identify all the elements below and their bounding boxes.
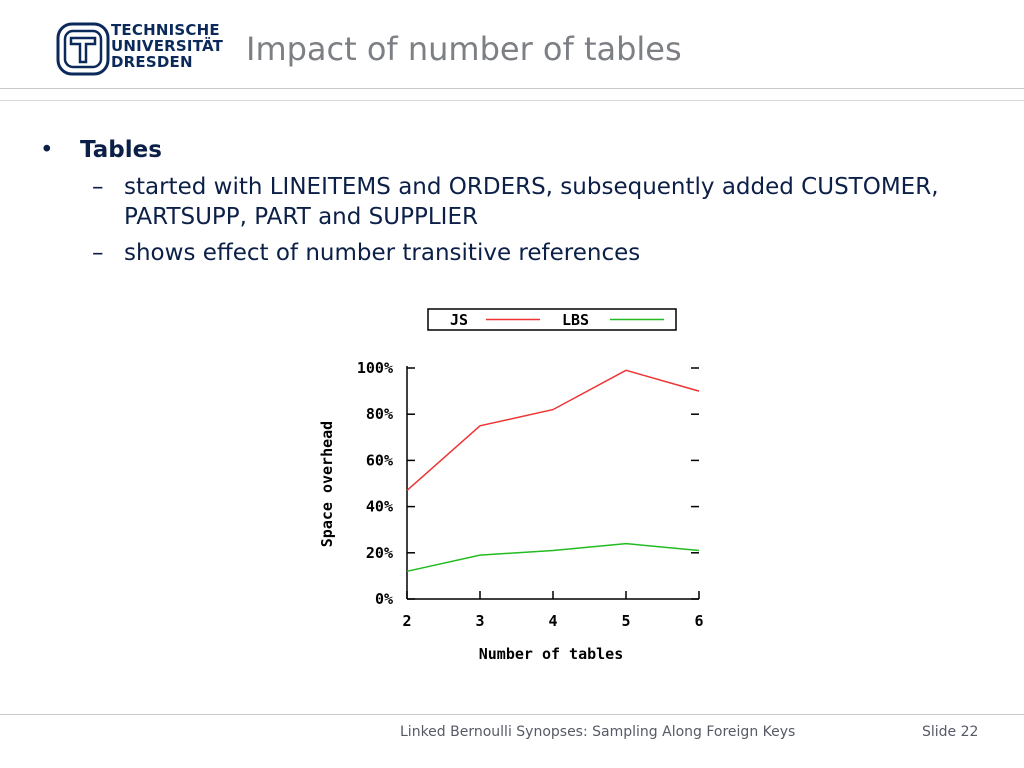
header-divider-secondary bbox=[0, 100, 1024, 101]
legend-label-lbs: LBS bbox=[562, 311, 589, 329]
sub-item-2: – shows effect of number transitive refe… bbox=[40, 238, 980, 268]
y-tick-label: 0% bbox=[375, 590, 393, 608]
slide-title: Impact of number of tables bbox=[246, 30, 682, 68]
x-tick-label: 4 bbox=[548, 612, 557, 630]
y-tick-label: 80% bbox=[366, 405, 393, 423]
slide-number: Slide 22 bbox=[922, 724, 979, 740]
logo-line-3: DRESDEN bbox=[111, 53, 193, 71]
x-tick-label: 2 bbox=[402, 612, 411, 630]
bullet-item-tables: • Tables bbox=[40, 134, 980, 166]
y-tick-label: 100% bbox=[357, 359, 393, 377]
legend-label-js: JS bbox=[450, 311, 468, 329]
logo-line-2: UNIVERSITÄT bbox=[111, 37, 224, 55]
y-axis-label: Space overhead bbox=[318, 421, 336, 547]
legend-box bbox=[427, 308, 677, 331]
space-overhead-chart: JS LBS 0% 20% 40% 60% 80% 100% 2 3 4 5 6 Space ov… bbox=[318, 308, 704, 663]
dash-icon: – bbox=[92, 174, 104, 200]
logo-line-1: TECHNISCHE bbox=[111, 21, 220, 39]
x-tick-label: 6 bbox=[694, 612, 703, 630]
x-tick-label: 3 bbox=[475, 612, 484, 630]
tu-dresden-emblem-icon bbox=[56, 22, 110, 76]
x-tick-label: 5 bbox=[621, 612, 630, 630]
footer-title: Linked Bernoulli Synopses: Sampling Alon… bbox=[400, 724, 796, 740]
sub-item-1-text: started with LINEITEMS and ORDERS, subse… bbox=[124, 174, 939, 230]
y-tick-label: 60% bbox=[366, 451, 393, 469]
y-tick-label: 20% bbox=[366, 544, 393, 562]
university-name: TECHNISCHE UNIVERSITÄT DRESDEN bbox=[111, 22, 223, 70]
dash-icon: – bbox=[92, 240, 104, 266]
series-line-lbs bbox=[406, 542, 700, 573]
header-divider bbox=[0, 88, 1024, 89]
sub-item-1: – started with LINEITEMS and ORDERS, sub… bbox=[40, 172, 980, 232]
sub-item-2-text: shows effect of number transitive refere… bbox=[124, 240, 641, 266]
x-axis-label: Number of tables bbox=[479, 645, 624, 663]
y-tick-label: 40% bbox=[366, 498, 393, 516]
series-line-js bbox=[406, 369, 700, 491]
slide-content: • Tables – started with LINEITEMS and OR… bbox=[40, 134, 980, 268]
bullet-icon: • bbox=[40, 137, 54, 163]
bullet-heading: Tables bbox=[80, 137, 162, 163]
footer-divider bbox=[0, 714, 1024, 715]
